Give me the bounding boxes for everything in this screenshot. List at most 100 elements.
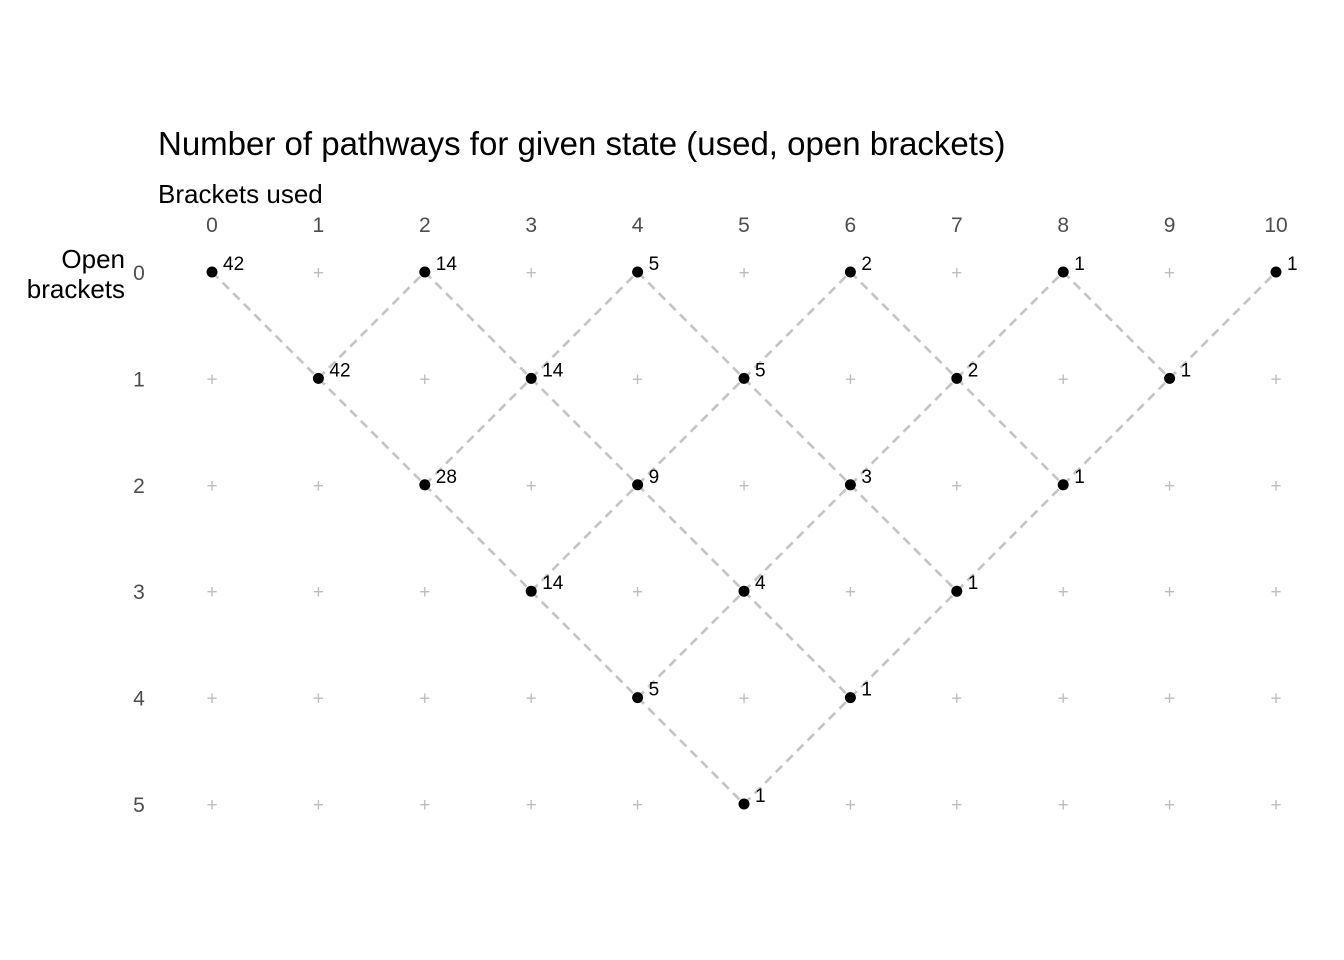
grid-plus-marker: + bbox=[1270, 369, 1281, 390]
grid-plus-marker: + bbox=[419, 795, 430, 816]
y-tick-label: 4 bbox=[133, 688, 145, 711]
grid-plus-marker: + bbox=[206, 476, 217, 497]
pathway-edge bbox=[636, 590, 745, 699]
point-labels: 42 42 14 28 14 14 5 9 5 5 4 1 2 3 1 2 1 1 1 1 1 bbox=[223, 254, 1298, 807]
x-tick-label: 6 bbox=[845, 214, 857, 237]
grid-plus-marker: + bbox=[206, 689, 217, 710]
point-label: 14 bbox=[436, 254, 458, 275]
grid-plus-marker: + bbox=[313, 689, 324, 710]
state-point bbox=[951, 585, 963, 597]
point-label: 1 bbox=[1074, 467, 1085, 488]
pathway-edge bbox=[636, 483, 745, 593]
grid-plus-marker: + bbox=[313, 476, 324, 497]
grid-plus-marker: + bbox=[1058, 582, 1069, 603]
y-axis-title-line: Open bbox=[61, 244, 125, 274]
point-label: 1 bbox=[1074, 254, 1085, 275]
point-label: 14 bbox=[542, 573, 564, 594]
grid-plus-marker: + bbox=[1164, 476, 1175, 497]
grid-plus-marker: + bbox=[738, 476, 749, 497]
pathway-edge bbox=[955, 483, 1065, 593]
state-point bbox=[632, 692, 644, 704]
grid-plus-marker: + bbox=[419, 582, 430, 603]
grid-plus-marker: + bbox=[206, 582, 217, 603]
y-tick-label: 0 bbox=[133, 262, 145, 285]
grid-plus-marker: + bbox=[313, 582, 324, 603]
state-point bbox=[206, 266, 218, 278]
grid-plus-marker: + bbox=[1164, 263, 1175, 284]
pathway-edge bbox=[423, 271, 533, 380]
pathway-edge bbox=[743, 590, 852, 699]
state-point bbox=[1164, 372, 1176, 384]
point-label: 1 bbox=[1181, 360, 1192, 381]
state-point bbox=[738, 372, 750, 384]
grid-plus-marker: + bbox=[1058, 689, 1069, 710]
point-label: 4 bbox=[755, 573, 766, 594]
x-tick-label: 8 bbox=[1057, 214, 1069, 237]
grid-plus-marker: + bbox=[1164, 795, 1175, 816]
x-axis-title: Brackets used bbox=[158, 179, 323, 209]
state-point bbox=[419, 266, 431, 278]
state-point bbox=[951, 372, 963, 384]
grid-plus-marker: + bbox=[526, 263, 537, 284]
grid-plus-marker: + bbox=[313, 795, 324, 816]
pathway-edge bbox=[743, 483, 852, 593]
grid-plus-marker: + bbox=[738, 263, 749, 284]
pathway-edge bbox=[849, 590, 958, 699]
grid-plus-marker: + bbox=[1164, 582, 1175, 603]
grid-plus-marker: + bbox=[1164, 689, 1175, 710]
y-axis-ticks: 0 1 2 3 4 5 bbox=[133, 262, 145, 817]
pathway-edge bbox=[530, 377, 639, 486]
pathway-edge bbox=[636, 696, 745, 805]
grid-plus-marker: + bbox=[632, 795, 643, 816]
point-label: 1 bbox=[1287, 254, 1298, 275]
x-tick-label: 4 bbox=[632, 214, 644, 237]
state-point bbox=[844, 692, 856, 704]
state-point bbox=[1270, 266, 1282, 278]
pathway-edge bbox=[636, 271, 745, 380]
grid-plus-marker: + bbox=[526, 689, 537, 710]
x-tick-label: 5 bbox=[738, 214, 750, 237]
state-point bbox=[738, 798, 750, 810]
pathway-edge bbox=[530, 271, 639, 380]
state-point bbox=[525, 372, 537, 384]
pathway-edge bbox=[211, 271, 320, 380]
grid-plus-marker: + bbox=[419, 689, 430, 710]
chart-title: Number of pathways for given state (used… bbox=[158, 125, 1005, 162]
y-axis-title: Open brackets bbox=[27, 244, 125, 304]
grid-plus-marker: + bbox=[1270, 582, 1281, 603]
pathway-lines bbox=[211, 271, 1277, 805]
point-label: 42 bbox=[329, 360, 350, 381]
point-label: 28 bbox=[436, 467, 457, 488]
grid-plus-marker: + bbox=[1270, 476, 1281, 497]
grid-plus-marker: + bbox=[845, 369, 856, 390]
grid-markers: + + + + + + + + + + + + + + + + + + + + + + + + + + + + + + + + + + + + + + + +… bbox=[206, 263, 1281, 816]
pathway-edge bbox=[955, 271, 1065, 380]
pathway-edge bbox=[849, 271, 958, 380]
point-label: 14 bbox=[542, 360, 564, 381]
pathway-edge bbox=[530, 483, 639, 593]
pathway-edge bbox=[743, 271, 852, 380]
pathway-edge bbox=[955, 377, 1065, 486]
state-points bbox=[206, 266, 1282, 810]
x-tick-label: 0 bbox=[206, 214, 218, 237]
grid-plus-marker: + bbox=[313, 263, 324, 284]
point-label: 1 bbox=[755, 786, 766, 807]
x-tick-label: 1 bbox=[313, 214, 325, 237]
pathway-edge bbox=[317, 377, 426, 486]
y-tick-label: 5 bbox=[133, 794, 145, 817]
state-point bbox=[632, 479, 644, 491]
grid-plus-marker: + bbox=[951, 689, 962, 710]
grid-plus-marker: + bbox=[951, 263, 962, 284]
pathway-edge bbox=[1062, 377, 1171, 486]
pathway-edge bbox=[530, 590, 639, 699]
y-tick-label: 1 bbox=[133, 368, 145, 391]
x-tick-label: 2 bbox=[419, 214, 431, 237]
grid-plus-marker: + bbox=[206, 369, 217, 390]
state-point bbox=[844, 479, 856, 491]
pathway-edge bbox=[1168, 271, 1277, 380]
pathway-edge bbox=[423, 483, 533, 593]
grid-plus-marker: + bbox=[419, 369, 430, 390]
point-label: 1 bbox=[861, 680, 872, 701]
point-label: 5 bbox=[649, 254, 660, 275]
state-point bbox=[844, 266, 856, 278]
